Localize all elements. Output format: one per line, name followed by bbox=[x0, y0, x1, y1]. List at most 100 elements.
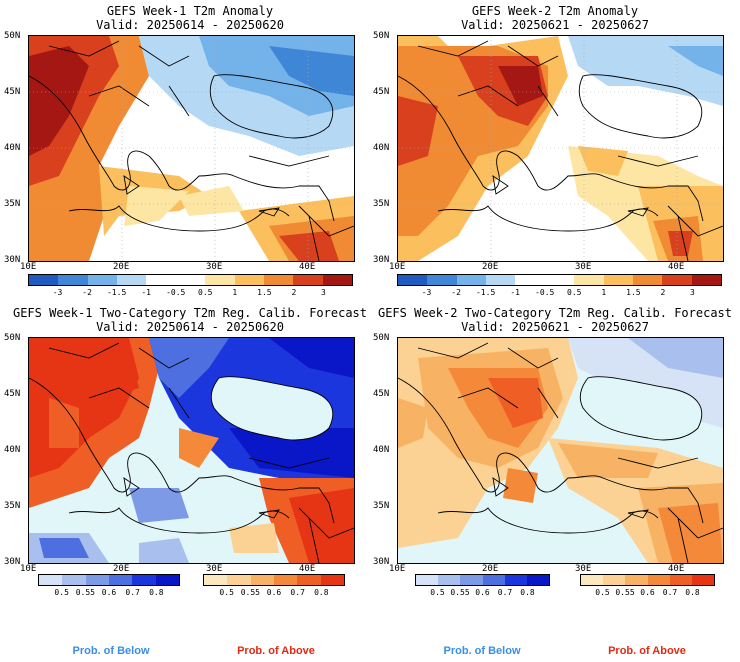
colorbar-label: 0.5 bbox=[219, 588, 234, 597]
colorbar-label: 1.5 bbox=[626, 288, 641, 297]
lat-tick: 45N bbox=[4, 389, 21, 399]
lon-tick: 20E bbox=[482, 262, 499, 272]
lat-tick: 30N bbox=[373, 557, 390, 567]
panel-valid-date: Valid: 20250621 - 20250627 bbox=[461, 320, 649, 334]
colorbar-label: 0.8 bbox=[685, 588, 700, 597]
lon-tick: 10E bbox=[20, 262, 37, 272]
probability-below-colorbar bbox=[38, 574, 180, 586]
colorbar-swatch bbox=[581, 575, 604, 585]
lon-tick: 30E bbox=[575, 564, 592, 574]
lat-tick: 40N bbox=[4, 445, 21, 455]
colorbar-swatch bbox=[132, 575, 156, 585]
colorbar-label: 0.7 bbox=[497, 588, 513, 597]
colorbar-label: 0.55 bbox=[450, 588, 470, 597]
colorbar-swatch bbox=[632, 275, 663, 285]
panel-valid-date: Valid: 20250614 - 20250620 bbox=[96, 18, 284, 32]
colorbar-label: 0.55 bbox=[615, 588, 635, 597]
probability-map-week2 bbox=[397, 337, 724, 564]
lon-tick: 20E bbox=[482, 564, 499, 574]
lat-tick: 40N bbox=[373, 143, 390, 153]
colorbar-label: 0.6 bbox=[101, 588, 117, 597]
colorbar-swatch bbox=[456, 275, 487, 285]
colorbar-swatch bbox=[250, 575, 274, 585]
colorbar-swatch bbox=[427, 275, 457, 285]
lat-tick: 45N bbox=[4, 87, 21, 97]
lat-tick: 30N bbox=[4, 255, 21, 265]
colorbar-swatch bbox=[155, 575, 179, 585]
colorbar-label: 0.5 bbox=[54, 588, 69, 597]
colorbar-swatch bbox=[482, 575, 505, 585]
colorbar-label: 0.6 bbox=[640, 588, 655, 597]
panel-week2-anomaly: GEFS Week-2 T2m Anomaly Valid: 20250621 … bbox=[370, 0, 740, 300]
colorbar-swatch bbox=[504, 575, 527, 585]
colorbar-swatch bbox=[526, 575, 550, 585]
panel-week2-probability: GEFS Week-2 Two-Category T2m Reg. Calib.… bbox=[370, 300, 740, 662]
lon-tick: 30E bbox=[206, 564, 223, 574]
colorbar-swatch bbox=[647, 575, 670, 585]
probability-above-colorbar bbox=[203, 574, 345, 586]
panel-title: GEFS Week-1 T2m Anomaly bbox=[106, 4, 274, 18]
anomaly-colorbar bbox=[28, 274, 353, 286]
colorbar-label: -2 bbox=[82, 288, 92, 297]
probability-above-colorbar bbox=[580, 574, 715, 586]
colorbar-label: 0.5 bbox=[430, 588, 445, 597]
colorbar-label: 3 bbox=[690, 288, 695, 297]
colorbar-label: 1 bbox=[232, 288, 238, 297]
anomaly-map-week1 bbox=[28, 35, 355, 262]
colorbar-label: -0.5 bbox=[535, 288, 555, 297]
colorbar-swatch bbox=[204, 575, 228, 585]
lat-tick: 35N bbox=[373, 501, 390, 511]
colorbar-label: 0.8 bbox=[520, 588, 535, 597]
colorbar-label: 2 bbox=[660, 288, 666, 297]
colorbar-label: -3 bbox=[52, 288, 63, 297]
probability-map-week1 bbox=[28, 337, 355, 564]
colorbar-label: -0.5 bbox=[166, 288, 186, 297]
colorbar-swatch bbox=[691, 275, 721, 285]
lon-tick: 30E bbox=[206, 262, 223, 272]
lat-tick: 50N bbox=[4, 333, 21, 343]
colorbar-swatch bbox=[691, 575, 715, 585]
prob-above-label: Prob. of Above bbox=[237, 645, 315, 657]
colorbar-swatch bbox=[603, 275, 633, 285]
lon-tick: 20E bbox=[113, 564, 130, 574]
colorbar-label: -2 bbox=[451, 288, 461, 297]
lon-tick: 40E bbox=[299, 564, 316, 574]
colorbar-label: 0.5 bbox=[567, 288, 582, 297]
colorbar-label: 0.6 bbox=[475, 588, 490, 597]
colorbar-label: 0.55 bbox=[240, 588, 260, 597]
panel-title: GEFS Week-1 Two-Category T2m Reg. Calib.… bbox=[12, 306, 367, 320]
panel-valid-date: Valid: 20250614 - 20250620 bbox=[96, 320, 284, 334]
lat-tick: 50N bbox=[373, 31, 390, 41]
colorbar-swatch bbox=[398, 275, 428, 285]
colorbar-label: 0.7 bbox=[125, 588, 140, 597]
anomaly-colorbar bbox=[397, 274, 722, 286]
prob-below-label: Prob. of Below bbox=[72, 645, 150, 657]
lon-tick: 10E bbox=[389, 262, 406, 272]
colorbar-swatch bbox=[438, 575, 461, 585]
panel-valid-date: Valid: 20250621 - 20250627 bbox=[461, 18, 649, 32]
colorbar-swatch bbox=[515, 275, 545, 285]
colorbar-swatch bbox=[625, 575, 648, 585]
colorbar-label: -3 bbox=[421, 288, 432, 297]
colorbar-swatch bbox=[544, 275, 575, 285]
colorbar-swatch bbox=[39, 575, 63, 585]
colorbar-swatch bbox=[87, 275, 118, 285]
colorbar-swatch bbox=[574, 275, 604, 285]
colorbar-label: 1 bbox=[601, 288, 607, 297]
colorbar-swatch bbox=[460, 575, 483, 585]
colorbar-label: 1.5 bbox=[257, 288, 272, 297]
lat-tick: 30N bbox=[4, 557, 21, 567]
panel-week1-probability: GEFS Week-1 Two-Category T2m Reg. Calib.… bbox=[0, 300, 370, 662]
colorbar-label: -1 bbox=[510, 288, 520, 297]
lat-tick: 40N bbox=[4, 143, 21, 153]
colorbar-swatch bbox=[297, 575, 321, 585]
lat-tick: 45N bbox=[373, 87, 390, 97]
colorbar-label: 0.7 bbox=[662, 588, 678, 597]
colorbar-swatch bbox=[322, 275, 352, 285]
colorbar-swatch bbox=[227, 575, 251, 585]
lon-tick: 20E bbox=[113, 262, 130, 272]
lon-tick: 40E bbox=[668, 262, 685, 272]
colorbar-swatch bbox=[58, 275, 88, 285]
colorbar-swatch bbox=[29, 275, 59, 285]
colorbar-swatch bbox=[320, 575, 344, 585]
